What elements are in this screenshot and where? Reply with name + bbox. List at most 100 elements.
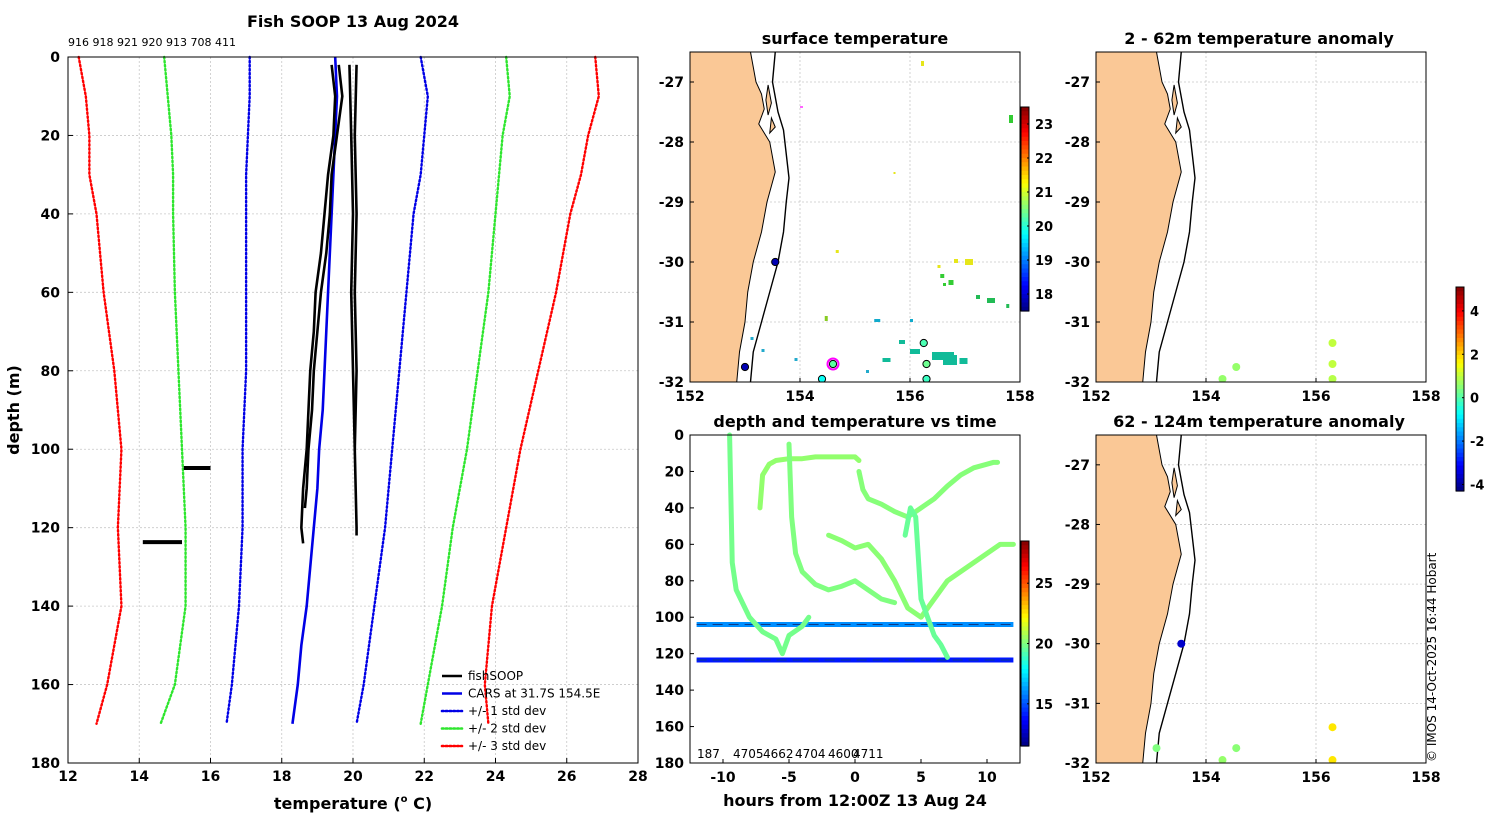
- anomaly-colorbar-segment: [1456, 482, 1464, 488]
- sst-colorbar-segment: [1021, 107, 1029, 112]
- depth-time-colorbar-segment: [1021, 634, 1029, 640]
- sst-colorbar-segment: [1021, 247, 1029, 253]
- sst-pixel: [899, 340, 905, 344]
- sst-pixel: [866, 370, 869, 373]
- depth-time-bottom-label: 4704: [795, 747, 826, 761]
- sst-colorbar-segment: [1021, 289, 1029, 295]
- depth-time-colorbar-segment: [1021, 690, 1029, 696]
- anomaly-colorbar-label: -4: [1470, 478, 1484, 493]
- map-xtick-label: 156: [1301, 389, 1330, 405]
- depth-time-colorbar-label: 20: [1035, 638, 1053, 653]
- anomaly-colorbar-segment: [1456, 308, 1464, 314]
- anomaly-colorbar-segment: [1456, 465, 1464, 471]
- anomaly-colorbar-segment: [1456, 423, 1464, 428]
- profile-xtick-label: 28: [628, 769, 647, 785]
- anomaly-colorbar-segment: [1456, 372, 1464, 377]
- station-marker: [1177, 639, 1186, 648]
- sst-colorbar-segment: [1021, 221, 1029, 227]
- depth-time-track: [757, 454, 862, 511]
- station-marker: [922, 374, 931, 382]
- sst-colorbar-segment: [1021, 175, 1029, 180]
- anomaly-colorbar-segment: [1456, 333, 1464, 339]
- m1-map-area: [690, 52, 1020, 382]
- anomaly-colorbar-segment: [1456, 291, 1464, 297]
- sst-colorbar-segment: [1021, 272, 1029, 278]
- depth-time-ytick-label: 100: [655, 610, 684, 626]
- depth-time-ytick-label: 80: [665, 574, 685, 590]
- profile-legend-label: +/- 1 std dev: [468, 704, 546, 718]
- depth-time-colorbar-segment: [1021, 677, 1029, 683]
- sst-pixel: [910, 349, 920, 354]
- depth-time-colorbar-segment: [1021, 549, 1029, 555]
- anomaly-colorbar-segment: [1456, 304, 1464, 309]
- m2-map-area: [1096, 52, 1426, 382]
- anomaly-2-62-panel: 2 - 62m temperature anomaly 152 154 156 158…: [1065, 29, 1485, 493]
- sst-colorbar-segment: [1021, 234, 1029, 240]
- anomaly-colorbar-label: -2: [1470, 435, 1484, 450]
- sst-colorbar-label: 20: [1035, 220, 1053, 235]
- station-marker: [919, 338, 928, 348]
- depth-time-colorbar-segment: [1021, 570, 1029, 576]
- sst-pixel: [959, 358, 968, 364]
- anomaly-2-62-title: 2 - 62m temperature anomaly: [1124, 29, 1394, 48]
- sst-colorbar-label: 22: [1035, 152, 1053, 167]
- depth-time-colorbar-segment: [1021, 617, 1029, 623]
- station-marker: [771, 257, 780, 267]
- sst-pixel: [937, 265, 941, 268]
- depth-time-xlabel: hours from 12:00Z 13 Aug 24: [723, 791, 987, 810]
- island: [769, 116, 776, 135]
- sst-colorbar-segment: [1021, 226, 1029, 231]
- map-frame: [689, 51, 1021, 383]
- sst-pixel: [943, 283, 946, 286]
- island: [1175, 498, 1182, 517]
- profile-ytick-label: 160: [31, 678, 60, 694]
- depth-time-colorbar-segment: [1021, 579, 1029, 585]
- map-ytick-label: -29: [1065, 577, 1090, 593]
- depth-time-title: depth and temperature vs time: [713, 412, 996, 431]
- map-ytick-label: -32: [659, 375, 684, 391]
- sst-colorbar-label: 19: [1035, 254, 1053, 269]
- anomaly-colorbar-segment: [1456, 329, 1464, 335]
- depth-time-ytick-label: 140: [655, 683, 684, 699]
- station-marker: [1218, 375, 1227, 382]
- depth-time-colorbar-segment: [1021, 660, 1029, 666]
- depth-time-ytick-label: 180: [655, 756, 684, 772]
- anomaly-colorbar-segment: [1456, 410, 1464, 416]
- map-xtick-label: 152: [1081, 389, 1110, 405]
- depth-time-xtick-label: 0: [850, 770, 860, 786]
- map-ytick-label: -29: [659, 195, 684, 211]
- sst-colorbar-segment: [1021, 281, 1029, 287]
- sst-pixel: [824, 316, 828, 321]
- surface-temperature-title: surface temperature: [762, 29, 949, 48]
- depth-time-colorbar-segment: [1021, 545, 1029, 551]
- sst-colorbar-segment: [1021, 136, 1029, 142]
- map-ytick-label: -32: [1065, 756, 1090, 772]
- sst-colorbar-segment: [1021, 196, 1029, 202]
- sst-pixel: [750, 337, 754, 340]
- sst-colorbar-segment: [1021, 255, 1029, 261]
- anomaly-colorbar-segment: [1456, 461, 1464, 467]
- sst-colorbar-segment: [1021, 145, 1029, 151]
- anomaly-colorbar-segment: [1456, 350, 1464, 356]
- map-frame: [1095, 434, 1427, 764]
- profile-ytick-label: 0: [50, 50, 60, 66]
- sst-colorbar-segment: [1021, 162, 1029, 168]
- anomaly-colorbar-segment: [1456, 474, 1464, 479]
- station-marker: [828, 359, 838, 369]
- depth-time-colorbar-segment: [1021, 724, 1029, 730]
- island: [1171, 84, 1178, 116]
- anomaly-colorbar-segment: [1456, 401, 1464, 407]
- depth-time-colorbar-segment: [1021, 575, 1029, 581]
- sst-colorbar-segment: [1021, 294, 1029, 299]
- sst-colorbar-segment: [1021, 192, 1029, 197]
- profile-series-fishsoop-cast-c: [353, 64, 358, 536]
- profile-xtick-label: 16: [201, 769, 220, 785]
- depth-time-colorbar-segment: [1021, 626, 1029, 632]
- profile-ytick-label: 140: [31, 599, 60, 615]
- depth-time-colorbar-segment: [1021, 596, 1029, 602]
- profile-ytick-label: 60: [41, 285, 61, 301]
- sst-colorbar-segment: [1021, 200, 1029, 206]
- anomaly-colorbar-segment: [1456, 338, 1464, 343]
- station-marker: [1328, 756, 1337, 763]
- depth-time-colorbar-segment: [1021, 605, 1029, 610]
